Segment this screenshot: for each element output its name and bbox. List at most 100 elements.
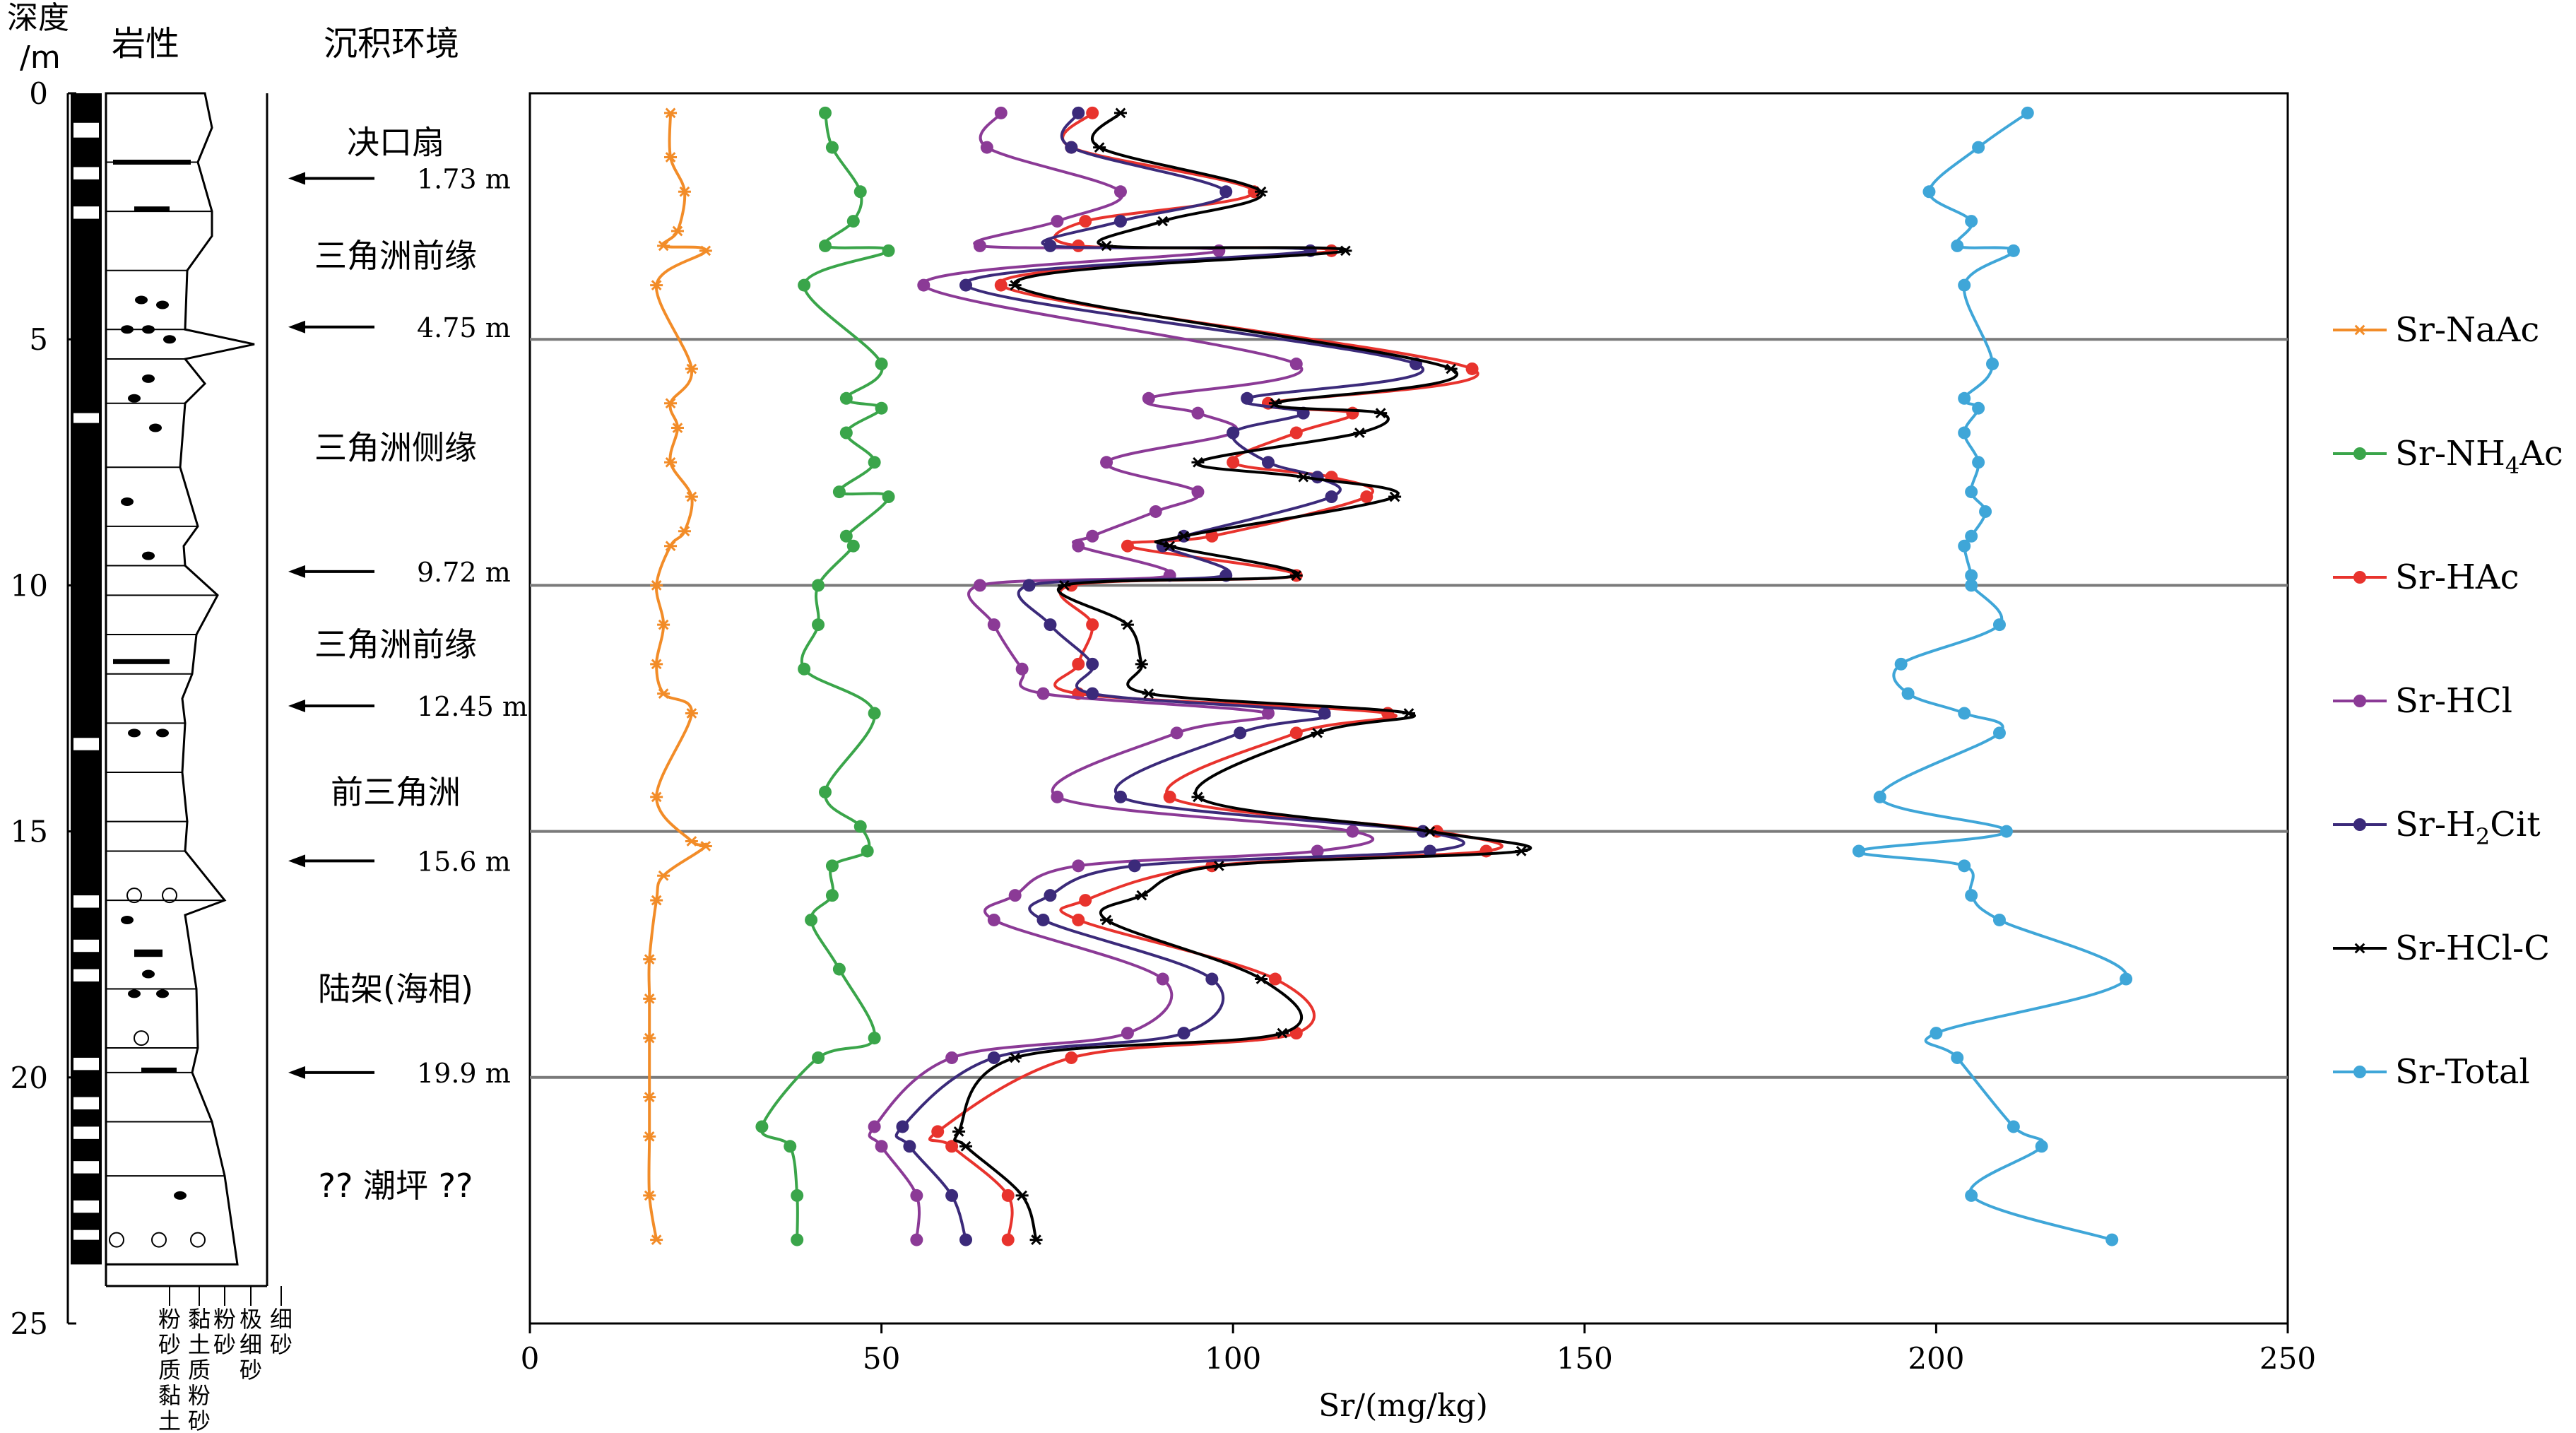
data-point-sr-hcl — [1311, 844, 1324, 858]
data-point-sr-nh4ac — [784, 1140, 797, 1153]
boundary-depth-label: 4.75 m — [417, 312, 511, 343]
data-point-sr-hcl — [980, 141, 993, 154]
marker-star-stroke — [1122, 619, 1133, 630]
marker-star-stroke — [1340, 245, 1351, 256]
series-sr-hcl — [868, 106, 1374, 1246]
data-point-sr-total — [1972, 456, 1985, 469]
depth-tick-label: 15 — [11, 815, 48, 849]
lithology-nodule — [142, 325, 155, 334]
data-point-sr-nh4ac — [853, 820, 867, 833]
data-point-sr-total — [1992, 726, 2006, 740]
marker-star-stroke — [1164, 541, 1175, 552]
marker-star-stroke — [1255, 186, 1267, 197]
data-point-sr-total — [1852, 844, 1865, 858]
marker-star-stroke — [1157, 216, 1169, 227]
legend-label: Sr-NaAc — [2395, 310, 2539, 350]
legend-label: Sr-HAc — [2395, 558, 2519, 597]
data-point-sr-hcl — [1113, 185, 1127, 199]
series-sr-naac — [643, 107, 712, 1245]
data-point-sr-h2cit — [1086, 687, 1099, 700]
boundary-depth-label: 15.6 m — [417, 846, 511, 877]
marker-star-stroke — [1424, 826, 1436, 837]
data-point-sr-hac — [1121, 539, 1134, 553]
data-point-sr-hac — [994, 278, 1008, 292]
data-point-sr-total — [1958, 278, 1971, 292]
data-point-sr-nh4ac — [818, 106, 832, 119]
data-point-sr-h2cit — [1261, 456, 1275, 469]
data-point-sr-total — [1958, 859, 1971, 873]
marker-star-stroke — [672, 225, 683, 237]
marker-star-stroke — [1010, 280, 1021, 290]
data-point-sr-nh4ac — [812, 618, 825, 632]
series-sr-h2cit — [894, 106, 1465, 1246]
marker-star-stroke — [651, 280, 662, 290]
data-point-sr-hcl — [917, 278, 930, 292]
data-point-sr-hac — [1079, 215, 1092, 228]
core-bar-gap — [73, 939, 99, 953]
lithology-nodule — [156, 729, 169, 738]
environment-label: 决口扇 — [347, 124, 444, 162]
grain-size-label: 极细砂 — [240, 1306, 262, 1384]
marker-star-stroke — [700, 841, 711, 851]
marker-star-stroke — [1312, 727, 1323, 738]
lithology-shell — [109, 1232, 124, 1248]
core-bar-gap — [73, 1057, 99, 1071]
marker-star-stroke — [1136, 890, 1147, 901]
data-point-sr-total — [1965, 1189, 1978, 1202]
lithology-nodule — [128, 394, 141, 403]
boundary-arrow-head — [288, 172, 305, 185]
legend-swatch-marker — [2353, 1066, 2366, 1078]
lithology-shell — [134, 1030, 149, 1046]
data-point-sr-nh4ac — [882, 490, 895, 504]
data-point-sr-h2cit — [1325, 490, 1338, 504]
grain-size-label: 粉砂质黏土 — [158, 1306, 181, 1433]
marker-star-stroke — [1255, 974, 1267, 984]
data-point-sr-total — [1951, 1051, 1964, 1064]
marker-star-stroke — [1101, 240, 1112, 252]
data-point-sr-nh4ac — [853, 185, 867, 199]
data-point-sr-h2cit — [1128, 859, 1141, 873]
data-point-sr-hac — [1072, 913, 1085, 926]
core-bar-gap — [73, 895, 99, 908]
data-point-sr-hcl — [1015, 662, 1029, 676]
data-point-sr-h2cit — [1227, 426, 1240, 440]
data-point-sr-total — [2120, 972, 2133, 986]
data-point-sr-hac — [1205, 529, 1219, 543]
marker-star-stroke — [665, 541, 676, 552]
marker-star-stroke — [679, 526, 690, 537]
x-axis-title: Sr/(mg/kg) — [1318, 1388, 1488, 1424]
boundary-arrow-head — [288, 700, 305, 713]
data-point-sr-h2cit — [896, 1120, 909, 1133]
depth-axis: 0 5 10 15 20 25 — [11, 76, 102, 1341]
data-point-sr-hcl — [1121, 1027, 1134, 1040]
data-point-sr-hcl — [1191, 406, 1205, 420]
series-line-sr-nh4ac — [760, 112, 890, 1240]
data-point-sr-h2cit — [959, 278, 973, 292]
legend-swatch-marker — [2353, 695, 2366, 707]
marker-star-stroke — [2354, 943, 2365, 954]
data-point-sr-nh4ac — [818, 785, 832, 798]
data-point-sr-h2cit — [1205, 972, 1219, 986]
data-point-sr-total — [1986, 358, 1999, 371]
core-bar-gap — [73, 1200, 99, 1213]
lithology-shell — [151, 1232, 167, 1248]
data-point-sr-hcl — [1008, 889, 1022, 902]
marker-star-stroke — [1031, 1234, 1041, 1245]
boundary-arrow-head — [288, 854, 305, 868]
marker-star-stroke — [644, 1032, 655, 1044]
environment-label: 三角洲侧缘 — [314, 428, 477, 466]
data-point-sr-nh4ac — [791, 1233, 804, 1246]
series-line-sr-hcl-c — [953, 112, 1532, 1241]
lithology-nodule — [135, 295, 148, 305]
data-point-sr-h2cit — [1234, 726, 1247, 740]
marker-star-stroke — [644, 1131, 655, 1142]
data-point-sr-total — [2007, 1120, 2020, 1133]
data-point-sr-h2cit — [1044, 239, 1057, 252]
data-point-sr-hcl — [1156, 972, 1169, 986]
data-point-sr-hac — [945, 1140, 959, 1153]
depth-header: 深度 — [7, 0, 69, 36]
data-point-sr-nh4ac — [839, 391, 853, 405]
data-point-sr-hcl — [987, 913, 1000, 926]
series-line-sr-hcl — [868, 112, 1374, 1240]
data-point-sr-nh4ac — [825, 141, 839, 154]
